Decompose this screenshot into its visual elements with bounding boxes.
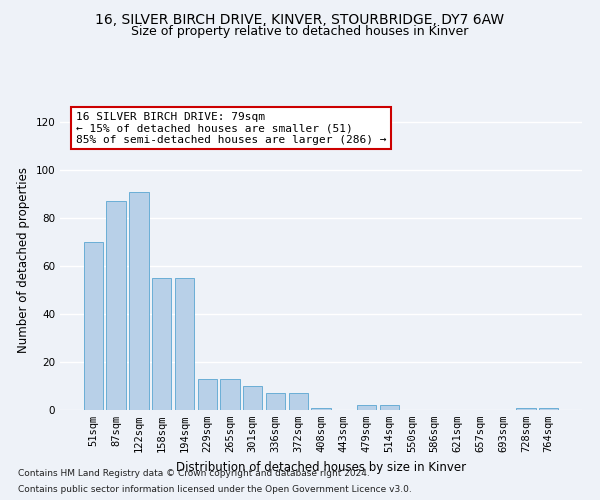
Bar xyxy=(311,408,331,410)
Bar xyxy=(84,242,103,410)
Text: 16 SILVER BIRCH DRIVE: 79sqm
← 15% of detached houses are smaller (51)
85% of se: 16 SILVER BIRCH DRIVE: 79sqm ← 15% of de… xyxy=(76,112,386,144)
Text: Contains HM Land Registry data © Crown copyright and database right 2024.: Contains HM Land Registry data © Crown c… xyxy=(18,468,370,477)
Bar xyxy=(516,408,536,410)
Bar xyxy=(220,379,239,410)
Bar xyxy=(175,278,194,410)
Text: Contains public sector information licensed under the Open Government Licence v3: Contains public sector information licen… xyxy=(18,485,412,494)
Bar xyxy=(539,408,558,410)
Bar xyxy=(357,405,376,410)
Bar xyxy=(289,393,308,410)
Bar xyxy=(106,201,126,410)
Bar xyxy=(243,386,262,410)
Bar xyxy=(197,379,217,410)
Bar xyxy=(380,405,399,410)
Text: 16, SILVER BIRCH DRIVE, KINVER, STOURBRIDGE, DY7 6AW: 16, SILVER BIRCH DRIVE, KINVER, STOURBRI… xyxy=(95,12,505,26)
Bar xyxy=(129,192,149,410)
Bar xyxy=(266,393,285,410)
X-axis label: Distribution of detached houses by size in Kinver: Distribution of detached houses by size … xyxy=(176,460,466,473)
Y-axis label: Number of detached properties: Number of detached properties xyxy=(17,167,30,353)
Bar xyxy=(152,278,172,410)
Text: Size of property relative to detached houses in Kinver: Size of property relative to detached ho… xyxy=(131,25,469,38)
